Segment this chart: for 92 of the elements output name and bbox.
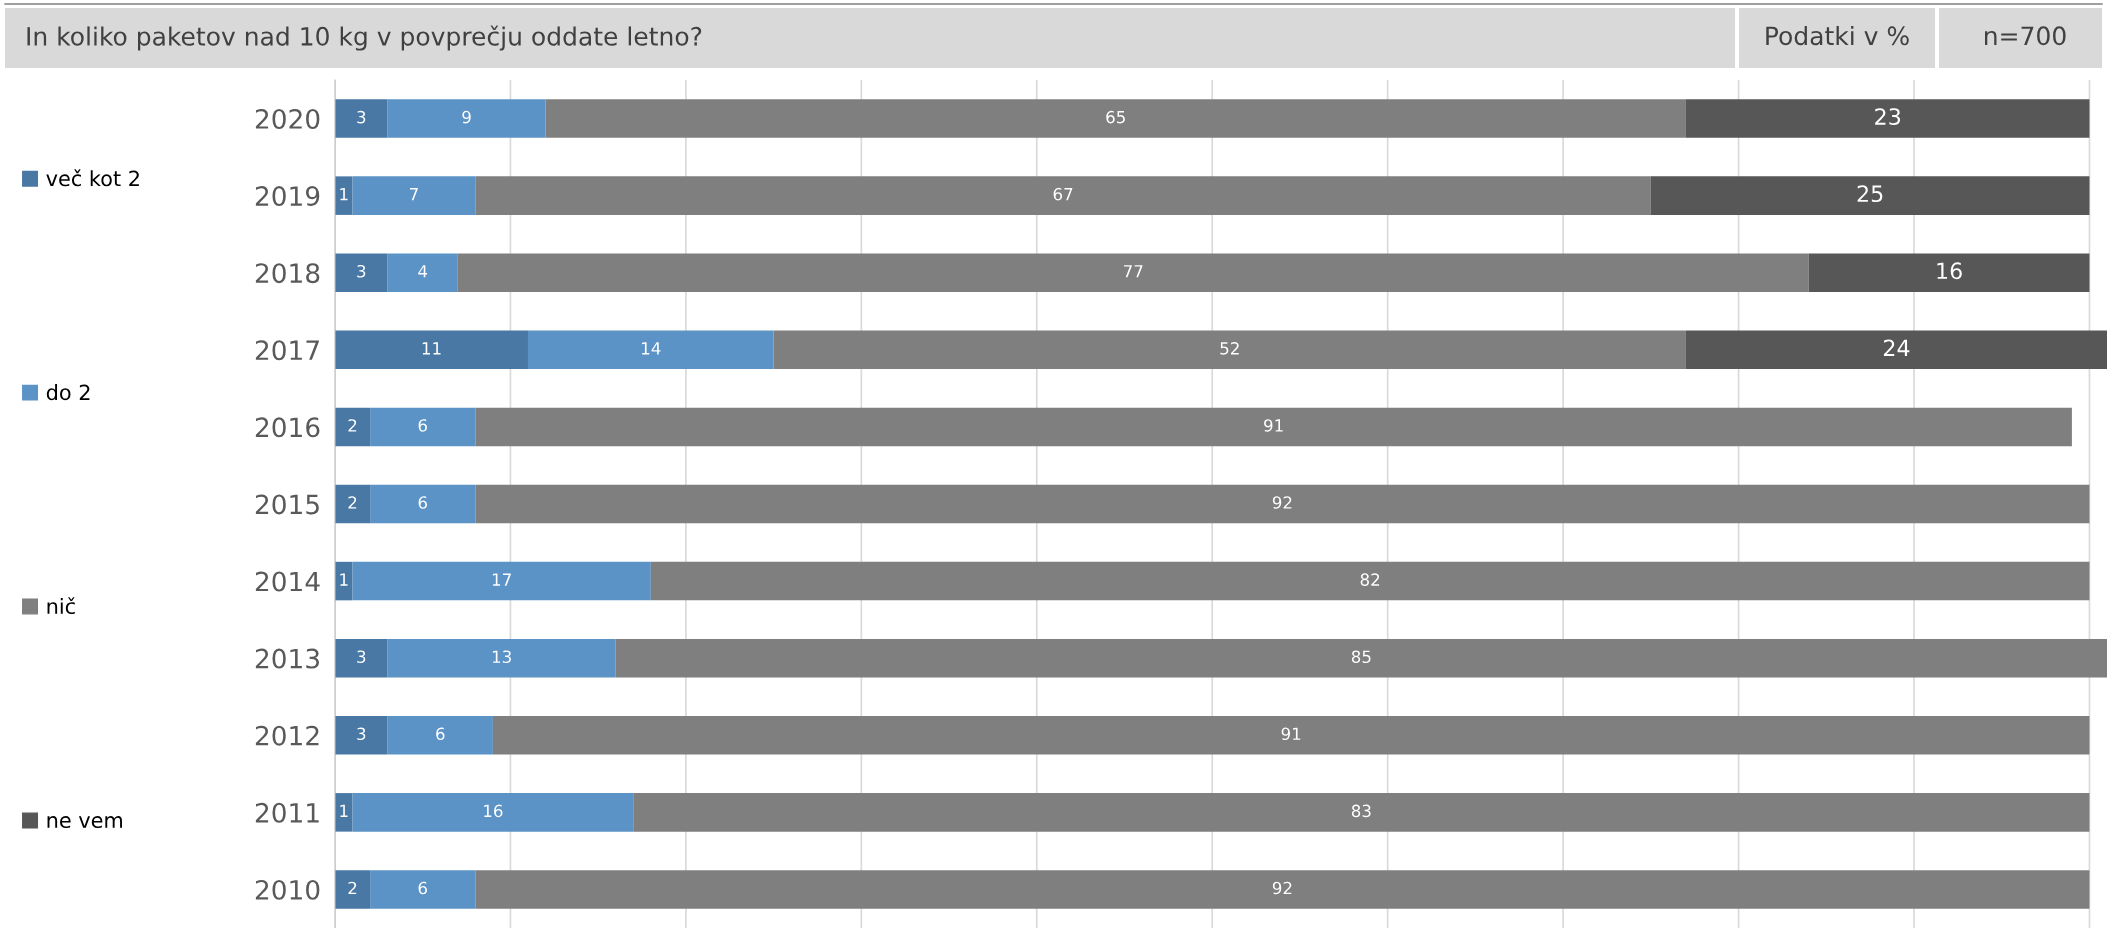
data-label: 91 xyxy=(1264,419,1283,432)
y-tick-label: 2020 xyxy=(255,108,320,129)
bar xyxy=(335,330,528,370)
bar xyxy=(633,793,2090,832)
bar xyxy=(387,99,546,138)
data-label: 2 xyxy=(348,496,357,509)
data-label: 3 xyxy=(357,727,366,741)
data-label: 6 xyxy=(418,496,427,509)
data-label: 1 xyxy=(340,804,348,817)
bar xyxy=(475,176,1651,215)
legend-label: več kot 2 xyxy=(46,169,139,187)
text: n=700 xyxy=(1985,26,2066,46)
bar xyxy=(335,99,388,138)
y-tick-label: 2015 xyxy=(255,494,319,515)
bar xyxy=(457,253,1809,292)
data-label: 2 xyxy=(348,419,357,432)
bar xyxy=(545,99,1686,138)
bar xyxy=(475,407,2072,447)
data-label: 6 xyxy=(436,727,445,741)
bar xyxy=(475,870,2090,909)
data-label: 13 xyxy=(492,650,511,664)
y-tick-label: 2018 xyxy=(255,263,320,284)
y-tick-label: 2013 xyxy=(255,648,319,669)
data-label: 11 xyxy=(422,342,441,355)
data-label: 92 xyxy=(1272,881,1292,895)
bar xyxy=(335,793,353,832)
data-label: 6 xyxy=(418,881,427,895)
bar xyxy=(650,561,2090,601)
bar xyxy=(335,561,353,601)
data-label: 85 xyxy=(1351,650,1371,664)
data-label: 7 xyxy=(410,188,418,201)
bar xyxy=(370,484,476,524)
data-label: 23 xyxy=(1875,108,1901,125)
y-tick-label: 2012 xyxy=(255,725,319,746)
bar xyxy=(335,716,388,755)
data-label: 4 xyxy=(418,265,428,278)
bar xyxy=(387,716,493,755)
data-label: 3 xyxy=(357,650,366,664)
data-label: 1 xyxy=(340,188,348,201)
legend-label: ne vem xyxy=(47,816,122,829)
y-tick-label: 2014 xyxy=(255,571,320,592)
data-label: 16 xyxy=(1937,262,1962,280)
y-tick-label: 2011 xyxy=(255,802,319,823)
bar xyxy=(1808,253,2090,292)
bar xyxy=(335,176,353,215)
legend-label: nič xyxy=(47,597,75,615)
y-tick-label: 2016 xyxy=(255,417,320,438)
bar xyxy=(335,253,388,292)
bar xyxy=(1685,99,2090,138)
bar xyxy=(352,176,476,215)
data-label: 91 xyxy=(1281,727,1301,741)
data-label: 16 xyxy=(484,804,503,818)
bar xyxy=(492,716,2090,755)
bar xyxy=(370,870,476,909)
bar xyxy=(527,330,774,370)
data-label: 52 xyxy=(1220,342,1239,355)
y-tick-label: 2017 xyxy=(255,340,319,361)
data-label: 67 xyxy=(1053,187,1073,201)
data-label: 25 xyxy=(1857,185,1883,203)
data-label: 92 xyxy=(1272,496,1292,509)
data-label: 24 xyxy=(1883,339,1910,356)
chart-title: In koliko paketov nad 10 kg v povprečju oddate letno? xyxy=(27,25,702,51)
data-label: 83 xyxy=(1351,804,1371,818)
data-label: 6 xyxy=(418,419,427,432)
data-label: 3 xyxy=(357,110,366,124)
bar xyxy=(335,484,371,524)
bar xyxy=(1650,176,2090,215)
legend-label: do 2 xyxy=(46,384,90,401)
bar xyxy=(335,638,388,678)
data-label: 3 xyxy=(357,264,366,278)
data-label: 65 xyxy=(1106,110,1125,124)
y-tick-label: 2019 xyxy=(255,186,320,207)
bar xyxy=(475,484,2090,524)
data-label: 9 xyxy=(462,110,471,124)
bar xyxy=(352,561,651,601)
bar xyxy=(370,407,476,447)
bar xyxy=(335,870,371,909)
bar xyxy=(335,407,371,447)
data-label: 17 xyxy=(492,573,511,586)
data-label: 82 xyxy=(1360,573,1380,586)
text: Podatki v % xyxy=(1766,25,1909,46)
data-label: 2 xyxy=(348,881,357,895)
data-label: 77 xyxy=(1124,265,1143,278)
bar xyxy=(615,638,2107,678)
data-label: 14 xyxy=(642,342,661,355)
data-label: 1 xyxy=(340,573,348,586)
bar xyxy=(352,793,634,832)
bar xyxy=(773,330,1686,370)
bar xyxy=(387,638,616,678)
bar xyxy=(1685,330,2107,370)
bar xyxy=(387,253,458,292)
y-tick-label: 2010 xyxy=(255,879,320,900)
